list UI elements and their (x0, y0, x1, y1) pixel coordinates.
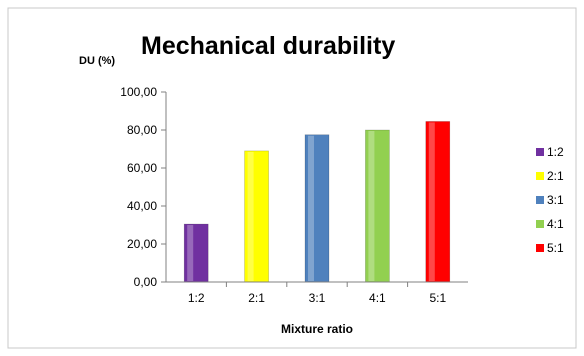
legend-swatch (536, 172, 544, 180)
x-tick-label: 3:1 (309, 291, 326, 305)
bar-4-1 (365, 129, 390, 283)
chart-title: Mechanical durability (141, 32, 395, 60)
legend-label: 2:1 (547, 169, 564, 183)
y-tick-label: 80,00 (127, 123, 157, 137)
bars (183, 121, 451, 283)
y-tick-label: 0,00 (134, 275, 158, 289)
bar-highlight (428, 122, 435, 281)
bar-highlight (368, 131, 375, 281)
y-tick-label: 40,00 (127, 199, 157, 213)
y-tick-label: 20,00 (127, 237, 157, 251)
bar-highlight (247, 151, 254, 281)
x-tick-label: 5:1 (429, 291, 446, 305)
x-axis-label: Mixture ratio (281, 322, 353, 336)
bar-5-1 (425, 121, 451, 283)
legend-swatch (536, 220, 544, 228)
bar-3-1 (304, 134, 330, 283)
y-tick-label: 100,00 (120, 85, 157, 99)
y-tick-label: 60,00 (127, 161, 157, 175)
chart-frame (7, 7, 577, 349)
legend-label: 5:1 (547, 241, 564, 255)
legend-swatch (536, 148, 544, 156)
legend-label: 1:2 (547, 145, 564, 159)
y-axis-label: DU (%) (79, 55, 115, 67)
x-tick-label: 2:1 (248, 291, 265, 305)
legend-swatch (536, 196, 544, 204)
x-axis-ticks: 1:2 2:1 3:1 4:1 5:1 (188, 282, 446, 305)
y-axis-ticks: 0,00 20,00 40,00 60,00 80,00 100,00 (120, 85, 166, 289)
bar-highlight (308, 135, 314, 281)
x-tick-label: 4:1 (369, 291, 386, 305)
legend: 1:2 2:1 3:1 4:1 5:1 (536, 145, 564, 255)
legend-swatch (536, 244, 544, 252)
legend-label: 3:1 (547, 193, 564, 207)
x-tick-label: 1:2 (188, 291, 205, 305)
bar-2-1 (244, 150, 269, 283)
bar-highlight (187, 225, 194, 281)
legend-label: 4:1 (547, 217, 564, 231)
